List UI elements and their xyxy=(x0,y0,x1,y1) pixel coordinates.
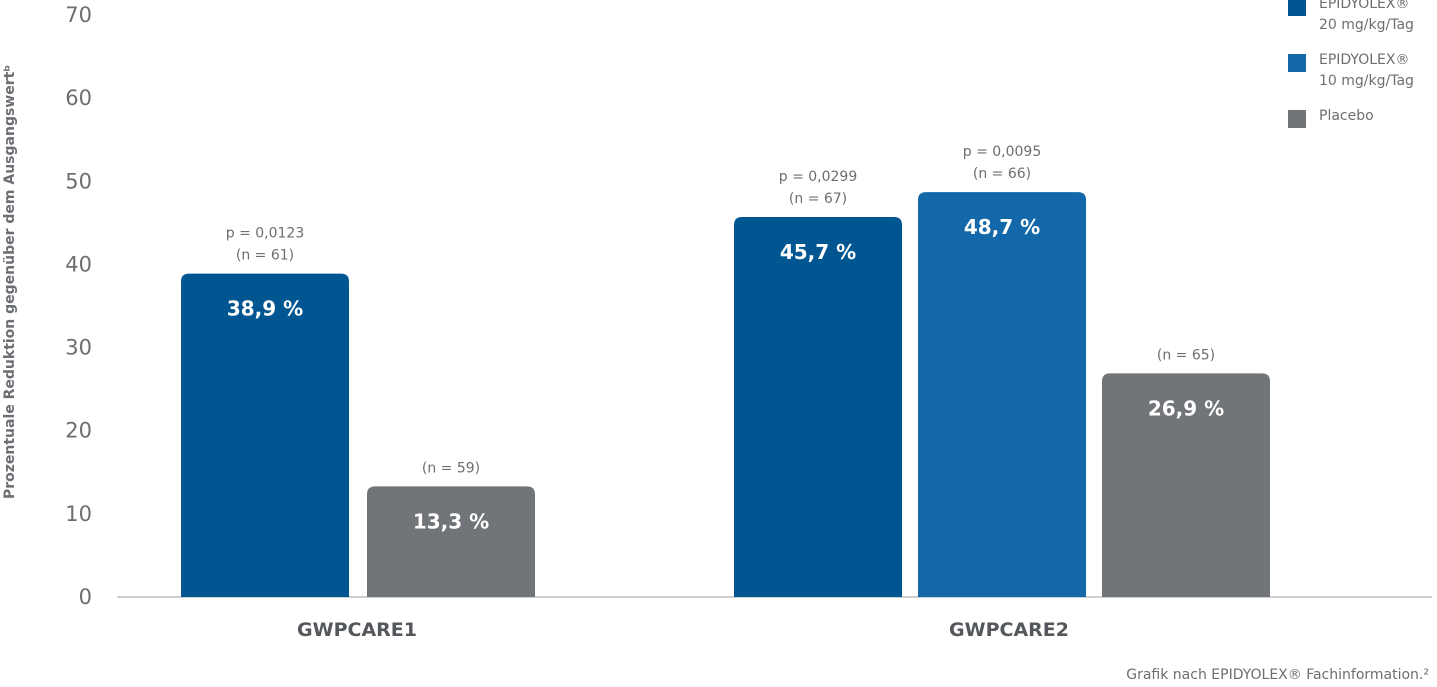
y-tick-label: 30 xyxy=(65,336,92,360)
bar-annotation: p = 0,0123 xyxy=(226,226,305,242)
y-tick-label: 40 xyxy=(65,252,92,276)
legend-swatch xyxy=(1288,54,1306,72)
y-tick-label: 20 xyxy=(65,419,92,443)
bar xyxy=(367,486,535,597)
bar-annotation: (n = 61) xyxy=(236,248,294,264)
legend-swatch xyxy=(1288,110,1306,128)
legend-label: EPIDYOLEX® 10 mg/kg/Tag xyxy=(1319,52,1414,89)
bar-annotation: (n = 67) xyxy=(789,191,847,207)
legend-item-epidyolex-10[interactable]: EPIDYOLEX® 10 mg/kg/Tag xyxy=(1288,50,1437,92)
bar xyxy=(918,192,1086,597)
source-note: Grafik nach EPIDYOLEX® Fachinformation.² xyxy=(1126,667,1429,683)
bar-value-label: 38,9 % xyxy=(227,297,303,321)
legend-item-epidyolex-20[interactable]: EPIDYOLEX® 20 mg/kg/Tag xyxy=(1288,0,1437,36)
bar-annotation: (n = 59) xyxy=(422,460,480,476)
legend-swatch xyxy=(1288,0,1306,16)
bar xyxy=(181,273,349,597)
bar-annotation: p = 0,0095 xyxy=(963,144,1042,160)
bar-value-label: 48,7 % xyxy=(964,215,1040,239)
legend: EPIDYOLEX® 20 mg/kg/Tag EPIDYOLEX® 10 mg… xyxy=(1288,0,1437,141)
bar xyxy=(734,217,902,597)
legend-label: Placebo xyxy=(1319,108,1374,124)
bar-value-label: 13,3 % xyxy=(413,509,489,533)
y-axis-label: Prozentuale Reduktion gegenüber dem Ausg… xyxy=(2,65,18,499)
y-tick-label: 10 xyxy=(65,502,92,526)
y-tick-label: 70 xyxy=(65,3,92,27)
y-tick-label: 50 xyxy=(65,169,92,193)
bar-annotation: (n = 66) xyxy=(973,166,1031,182)
bar xyxy=(1102,373,1270,597)
y-tick-label: 60 xyxy=(65,86,92,110)
x-category-label: GWPCARE2 xyxy=(949,619,1069,641)
bar-annotation: p = 0,0299 xyxy=(779,169,858,185)
y-tick-label: 0 xyxy=(79,585,92,609)
legend-item-placebo[interactable]: Placebo xyxy=(1288,106,1437,128)
legend-label: EPIDYOLEX® 20 mg/kg/Tag xyxy=(1319,0,1414,33)
bar-value-label: 26,9 % xyxy=(1148,396,1224,420)
bar-value-label: 45,7 % xyxy=(780,240,856,264)
bar-annotation: (n = 65) xyxy=(1157,347,1215,363)
x-category-label: GWPCARE1 xyxy=(297,619,417,641)
